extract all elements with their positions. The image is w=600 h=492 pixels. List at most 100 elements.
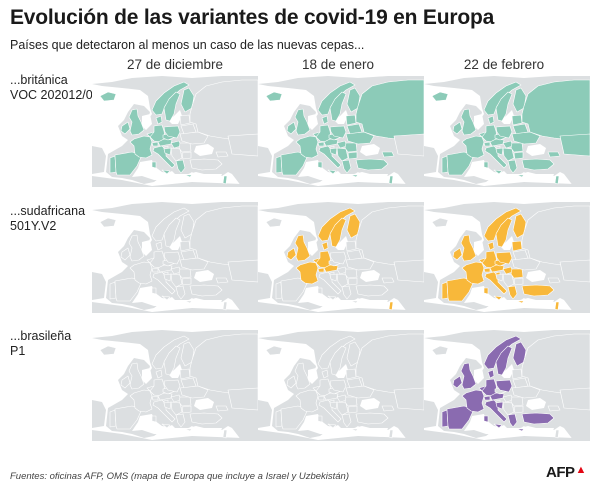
land-mass — [424, 400, 438, 428]
country-iceland — [265, 345, 283, 356]
country-ireland-detected — [452, 121, 463, 135]
country-israel-detected — [554, 175, 560, 185]
country-france-detected — [129, 135, 153, 159]
country-sweden — [329, 345, 347, 376]
country-sweden-detected — [495, 217, 513, 248]
country-bulgaria — [347, 277, 358, 286]
country-romania-detected — [510, 268, 524, 279]
row-label-southafrican-name: ...sudafricana — [10, 204, 86, 218]
country-poland-detected — [495, 251, 513, 265]
land-mass — [258, 146, 272, 174]
country-denmark-detected — [155, 115, 163, 125]
land-mass — [92, 272, 106, 300]
country-greece-detected — [507, 413, 525, 432]
country-sweden-detected — [495, 345, 513, 376]
country-russia — [355, 333, 424, 395]
country-romania-detected — [344, 142, 358, 153]
country-croatia-detected — [329, 147, 338, 156]
sea-area — [464, 414, 554, 434]
sea-area — [474, 368, 484, 384]
row-label-british-code: VOC 202012/01 — [10, 88, 100, 102]
column-header-3: 22 de febrero — [463, 57, 545, 72]
map-panel-row1-col3 — [424, 76, 590, 187]
sea-area — [526, 270, 546, 282]
map-panel-row2-col2 — [258, 202, 424, 313]
country-poland — [163, 379, 181, 393]
country-ireland-detected — [452, 375, 463, 389]
country-romania — [344, 396, 358, 407]
country-baltics-detected — [345, 114, 357, 126]
sea-area — [132, 286, 222, 306]
land-mass — [258, 400, 272, 428]
country-sweden — [163, 345, 181, 376]
country-france — [129, 261, 153, 285]
country-russia-detected — [521, 79, 590, 141]
europe-map — [92, 202, 258, 313]
land-mass — [92, 176, 258, 187]
country-kazakh — [227, 133, 258, 157]
row-label-brazilian-name: ...brasileña — [10, 329, 72, 343]
country-bulgaria-detected — [513, 151, 524, 160]
country-switzerland — [151, 395, 159, 401]
country-austria — [157, 264, 173, 273]
country-balkans — [336, 401, 349, 416]
country-switzerland-detected — [483, 141, 491, 147]
europe-map — [258, 202, 424, 313]
country-switzerland-detected — [151, 141, 159, 147]
country-poland — [329, 379, 347, 393]
country-uk-detected — [128, 108, 145, 136]
sea-area — [298, 160, 388, 180]
sources-note: Fuentes: oficinas AFP, OMS (mapa de Euro… — [10, 471, 349, 482]
country-ireland — [120, 247, 131, 261]
map-panel-row2-col1 — [92, 202, 258, 313]
country-bulgaria-detected — [347, 151, 358, 160]
country-kazakh — [559, 387, 590, 411]
country-uk-detected — [460, 234, 477, 262]
sea-area — [500, 110, 514, 124]
country-russia-detected — [355, 79, 424, 141]
country-romania — [510, 396, 524, 407]
country-turkey-detected — [521, 284, 555, 297]
sea-area — [360, 270, 380, 282]
page-title: Evolución de las variantes de covid-19 e… — [10, 6, 495, 29]
country-baltics-detected — [511, 114, 523, 126]
sea-area — [168, 364, 182, 378]
country-france-detected — [295, 261, 319, 285]
map-panel-row3-col1 — [92, 330, 258, 441]
country-iceland — [431, 345, 449, 356]
country-switzerland-detected — [483, 395, 491, 401]
sea-area — [298, 414, 388, 434]
country-switzerland-detected — [483, 267, 491, 273]
land-mass — [258, 272, 272, 300]
country-uk-detected — [460, 108, 477, 136]
country-baltics — [179, 368, 191, 380]
country-croatia — [329, 401, 338, 410]
land-mass — [424, 146, 438, 174]
land-mass — [92, 430, 258, 441]
land-mass — [424, 302, 590, 313]
sea-area — [194, 144, 214, 156]
sea-area — [360, 144, 380, 156]
country-ireland — [286, 375, 297, 389]
row-label-british-name: ...británica — [10, 73, 68, 87]
row-label-brazilian-code: P1 — [10, 344, 26, 358]
country-uk — [294, 362, 311, 390]
country-balkans — [502, 273, 515, 288]
country-romania — [178, 142, 192, 153]
sea-area — [168, 110, 182, 124]
country-france-detected — [461, 261, 485, 285]
country-denmark-detected — [321, 115, 329, 125]
land-mass — [258, 176, 424, 187]
country-iceland — [431, 217, 449, 228]
country-france — [295, 389, 319, 413]
country-france-detected — [461, 135, 485, 159]
country-russia — [189, 79, 258, 141]
country-iceland-detected — [265, 91, 283, 102]
sea-area — [360, 398, 380, 410]
country-kazakh — [227, 387, 258, 411]
sea-area — [142, 114, 152, 130]
sea-area — [464, 286, 554, 306]
country-balkans-detected — [336, 147, 349, 162]
country-greece-detected — [341, 159, 359, 178]
country-poland-detected — [163, 125, 181, 139]
